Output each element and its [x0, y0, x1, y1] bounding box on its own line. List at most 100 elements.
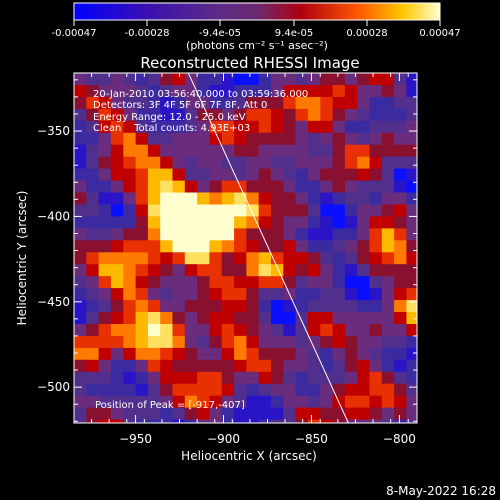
heatmap-cell	[135, 395, 149, 409]
heatmap-cell	[344, 419, 358, 423]
heatmap-cell	[381, 156, 395, 170]
heatmap-cell	[221, 335, 235, 349]
heatmap-cell	[344, 240, 358, 253]
heatmap-cell	[221, 132, 235, 146]
heatmap-cell	[135, 371, 149, 385]
heatmap-cell	[98, 216, 112, 229]
colorbar-tick-label: 0.00028	[346, 28, 387, 39]
heatmap-cell	[123, 371, 137, 385]
heatmap-cell	[419, 181, 432, 194]
heatmap-cell	[307, 324, 321, 337]
heatmap-cell	[221, 312, 235, 325]
heatmap-cell	[258, 96, 272, 110]
heatmap-cell	[172, 395, 186, 409]
heatmap-cell	[123, 204, 137, 218]
heatmap-cell	[197, 192, 210, 206]
heatmap-cell	[320, 288, 334, 301]
heatmap-cell	[160, 180, 174, 194]
heatmap-cell	[295, 240, 309, 253]
heatmap-cell	[332, 240, 346, 253]
heatmap-cell	[283, 312, 297, 325]
heatmap-cell	[295, 335, 309, 349]
heatmap-cell	[369, 264, 383, 277]
heatmap-cell	[295, 73, 309, 86]
heatmap-cell	[258, 419, 272, 423]
heatmap-cell	[184, 288, 198, 301]
heatmap-cell	[394, 204, 407, 218]
heatmap-cell	[172, 144, 186, 158]
heatmap-cell	[98, 156, 112, 170]
heatmap-cell	[86, 312, 100, 325]
heatmap-cell	[419, 109, 432, 122]
heatmap-cell	[295, 371, 309, 385]
heatmap-cell	[184, 192, 198, 206]
heatmap-cell	[135, 240, 149, 253]
heatmap-cell	[221, 240, 235, 253]
heatmap-cell	[86, 240, 100, 253]
heatmap-cell	[320, 300, 334, 313]
heatmap-cell	[197, 347, 210, 361]
heatmap-cell	[135, 347, 149, 361]
heatmap-cell	[381, 228, 395, 241]
heatmap-cell	[86, 288, 100, 301]
heatmap-cell	[123, 120, 137, 134]
heatmap-cell	[295, 324, 309, 337]
heatmap-cell	[357, 300, 371, 313]
heatmap-cell	[295, 395, 309, 409]
heatmap-cell	[357, 168, 371, 182]
heatmap-cell	[258, 120, 272, 134]
heatmap-cell	[406, 240, 417, 253]
heatmap-cell	[209, 359, 223, 373]
heatmap-cell	[209, 252, 223, 265]
heatmap-cell	[406, 96, 417, 110]
heatmap-cell	[369, 395, 383, 409]
heatmap-cell	[172, 180, 186, 194]
heatmap-cell	[394, 132, 407, 146]
heatmap-cell	[419, 193, 432, 206]
heatmap-cell	[357, 85, 371, 98]
heatmap-cell	[184, 252, 198, 265]
heatmap-cell	[160, 419, 174, 423]
heatmap-cell	[197, 395, 210, 409]
colorbar-tick-label: 9.4e-05	[275, 28, 313, 39]
heatmap-cell	[197, 288, 210, 301]
heatmap-cell	[320, 419, 334, 423]
heatmap-cell	[258, 407, 272, 421]
heatmap-cell	[307, 371, 321, 385]
heatmap-cell	[135, 252, 149, 265]
heatmap-cell	[135, 335, 149, 349]
heatmap-cell	[123, 383, 137, 397]
heatmap-cell	[197, 132, 210, 146]
heatmap-cell	[258, 252, 272, 265]
heatmap-cell	[86, 371, 100, 385]
heatmap-cell	[86, 168, 100, 182]
heatmap-cell	[369, 73, 383, 86]
heatmap-cell	[320, 204, 334, 218]
heatmap-cell	[221, 371, 235, 385]
heatmap-cell	[147, 383, 161, 397]
heatmap-cell	[98, 347, 112, 361]
heatmap-cell	[381, 300, 395, 313]
heatmap-cell	[381, 144, 395, 158]
heatmap-cell	[295, 204, 309, 218]
heatmap-cell	[74, 168, 87, 182]
heatmap-cell	[74, 312, 87, 325]
heatmap-cell	[197, 383, 210, 397]
heatmap-cell	[357, 192, 371, 206]
heatmap-cell	[135, 216, 149, 229]
heatmap-cell	[197, 312, 210, 325]
heatmap-cell	[271, 96, 284, 110]
heatmap-cell	[283, 347, 297, 361]
heatmap-cell	[160, 240, 174, 253]
heatmap-cell	[160, 324, 174, 337]
heatmap-cell	[135, 312, 149, 325]
heatmap-cell	[86, 144, 100, 158]
heatmap-cell	[184, 383, 198, 397]
heatmap-cell	[295, 252, 309, 265]
heatmap-cell	[320, 395, 334, 409]
heatmap-cell	[135, 120, 149, 134]
heatmap-cell	[406, 300, 417, 313]
heatmap-cell	[147, 204, 161, 218]
heatmap-cell	[246, 300, 260, 313]
heatmap-cell	[98, 312, 112, 325]
